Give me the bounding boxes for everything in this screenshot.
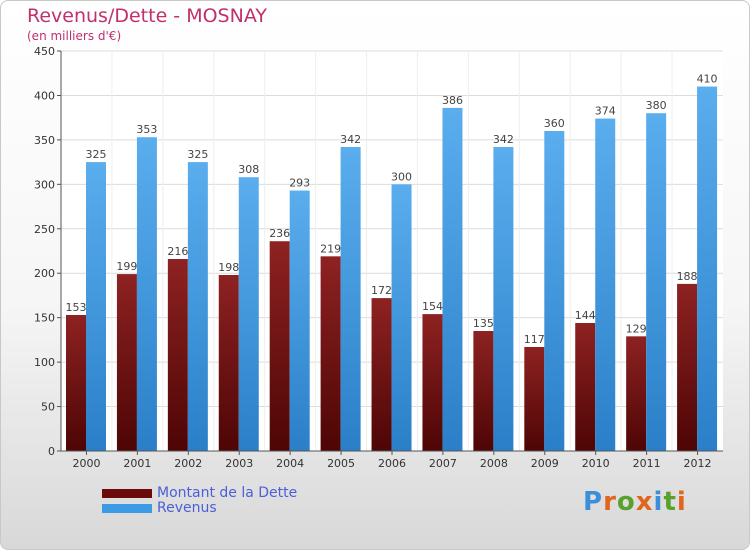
x-tick-label: 2004 (276, 457, 304, 470)
x-tick-label: 2012 (684, 457, 712, 470)
logo-letter: t (663, 487, 676, 517)
data-label-revenus-2007: 386 (442, 94, 463, 107)
bar-revenus-2006 (392, 184, 412, 451)
x-tick-label: 2001 (123, 457, 151, 470)
data-label-revenus-2001: 353 (136, 123, 157, 136)
logo-letter: r (603, 487, 617, 517)
data-label-debt-2007: 154 (422, 300, 443, 313)
data-label-revenus-2000: 325 (86, 148, 107, 161)
data-label-revenus-2004: 293 (289, 177, 310, 190)
data-label-debt-2001: 199 (116, 260, 137, 273)
bar-debt-2009 (524, 347, 544, 451)
bar-revenus-2000 (86, 162, 106, 451)
x-tick-label: 2006 (378, 457, 406, 470)
y-tick-label: 450 (34, 45, 55, 58)
data-label-revenus-2006: 300 (391, 170, 412, 183)
data-label-debt-2011: 129 (626, 322, 647, 335)
bar-debt-2002 (168, 259, 188, 451)
y-tick-label: 150 (34, 312, 55, 325)
data-label-debt-2008: 135 (473, 317, 494, 330)
data-label-revenus-2002: 325 (187, 148, 208, 161)
bar-debt-2007 (422, 314, 442, 451)
bar-revenus-2002 (188, 162, 208, 451)
bar-debt-2008 (473, 331, 493, 451)
y-tick-label: 100 (34, 356, 55, 369)
data-label-debt-2005: 219 (320, 242, 341, 255)
x-tick-label: 2009 (531, 457, 559, 470)
x-tick-label: 2008 (480, 457, 508, 470)
data-label-debt-2012: 188 (677, 270, 698, 283)
y-tick-label: 50 (41, 401, 55, 414)
y-tick-label: 400 (34, 89, 55, 102)
bar-debt-2000 (66, 315, 86, 451)
data-label-revenus-2005: 342 (340, 133, 361, 146)
bar-debt-2012 (677, 284, 697, 451)
data-label-debt-2003: 198 (218, 261, 239, 274)
legend-label-revenus: Revenus (157, 500, 217, 516)
data-label-revenus-2010: 374 (595, 105, 616, 118)
logo-letter: P (583, 487, 603, 517)
legend-swatch-debt (102, 489, 152, 498)
x-tick-label: 2000 (72, 457, 100, 470)
data-label-revenus-2008: 342 (493, 133, 514, 146)
y-tick-label: 250 (34, 223, 55, 236)
logo-letter: i (654, 487, 664, 517)
proxiti-logo: Proxiti (583, 487, 687, 517)
bar-revenus-2005 (341, 147, 361, 451)
y-tick-label: 200 (34, 267, 55, 280)
bar-revenus-2001 (137, 137, 157, 451)
x-tick-label: 2003 (225, 457, 253, 470)
legend-swatch-revenus (102, 504, 152, 513)
bar-debt-2004 (270, 241, 290, 451)
x-tick-label: 2011 (633, 457, 661, 470)
bar-revenus-2011 (646, 113, 666, 451)
data-label-revenus-2011: 380 (646, 99, 667, 112)
data-label-debt-2010: 144 (575, 309, 596, 322)
data-label-revenus-2009: 360 (544, 117, 565, 130)
x-tick-label: 2005 (327, 457, 355, 470)
bar-revenus-2003 (239, 177, 259, 451)
data-label-debt-2002: 216 (167, 245, 188, 258)
logo-letter: i (677, 487, 687, 517)
bar-debt-2001 (117, 274, 137, 451)
bar-revenus-2004 (290, 191, 310, 451)
x-tick-label: 2007 (429, 457, 457, 470)
data-label-debt-2000: 153 (66, 301, 87, 314)
data-label-debt-2009: 117 (524, 333, 545, 346)
bar-debt-2005 (321, 256, 341, 451)
logo-letter: x (636, 487, 654, 517)
bar-revenus-2012 (697, 87, 717, 451)
bar-revenus-2008 (493, 147, 513, 451)
bar-revenus-2009 (544, 131, 564, 451)
x-tick-label: 2010 (582, 457, 610, 470)
bar-revenus-2010 (595, 119, 615, 451)
y-tick-label: 0 (48, 445, 55, 458)
x-tick-label: 2002 (174, 457, 202, 470)
data-label-debt-2004: 236 (269, 227, 290, 240)
data-label-revenus-2003: 308 (238, 163, 259, 176)
bar-debt-2011 (626, 336, 646, 451)
y-tick-label: 300 (34, 178, 55, 191)
legend-label-debt: Montant de la Dette (157, 485, 297, 501)
data-label-revenus-2012: 410 (697, 73, 718, 86)
y-tick-label: 350 (34, 134, 55, 147)
data-label-debt-2006: 172 (371, 284, 392, 297)
logo-letter: o (617, 487, 636, 517)
bar-revenus-2007 (442, 108, 462, 451)
bar-debt-2006 (372, 298, 392, 451)
bar-debt-2003 (219, 275, 239, 451)
bar-debt-2010 (575, 323, 595, 451)
